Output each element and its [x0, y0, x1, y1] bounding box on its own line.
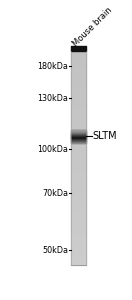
Text: Mouse brain: Mouse brain — [71, 6, 114, 49]
Text: 70kDa: 70kDa — [42, 189, 68, 198]
Text: 50kDa: 50kDa — [42, 246, 68, 255]
Text: 130kDa: 130kDa — [37, 94, 68, 103]
Text: 180kDa: 180kDa — [37, 61, 68, 70]
Text: SLTM: SLTM — [92, 131, 117, 142]
Text: 100kDa: 100kDa — [37, 145, 68, 154]
